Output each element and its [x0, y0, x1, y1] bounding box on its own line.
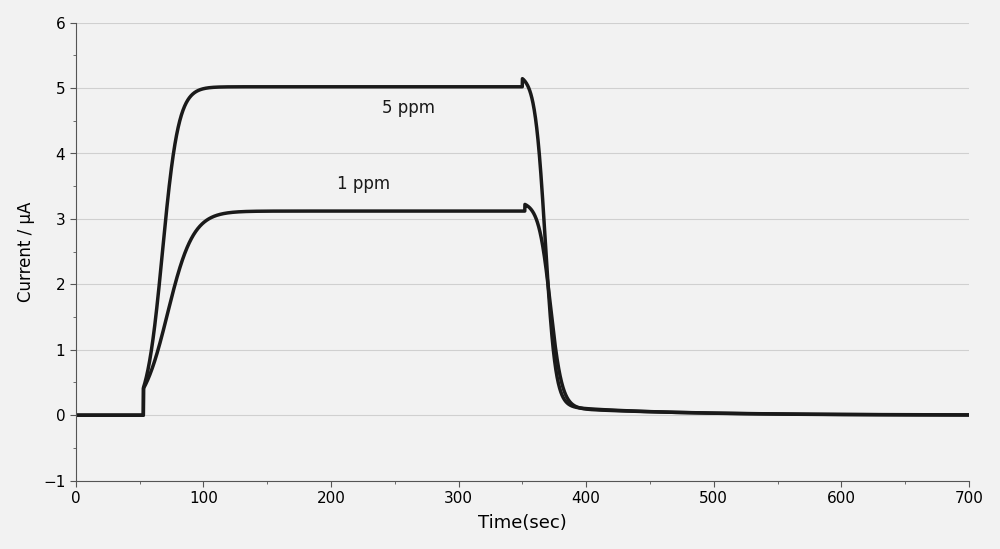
Y-axis label: Current / μA: Current / μA — [17, 201, 35, 302]
Text: 5 ppm: 5 ppm — [382, 99, 435, 117]
Text: 1 ppm: 1 ppm — [337, 176, 390, 193]
X-axis label: Time(sec): Time(sec) — [478, 514, 567, 533]
